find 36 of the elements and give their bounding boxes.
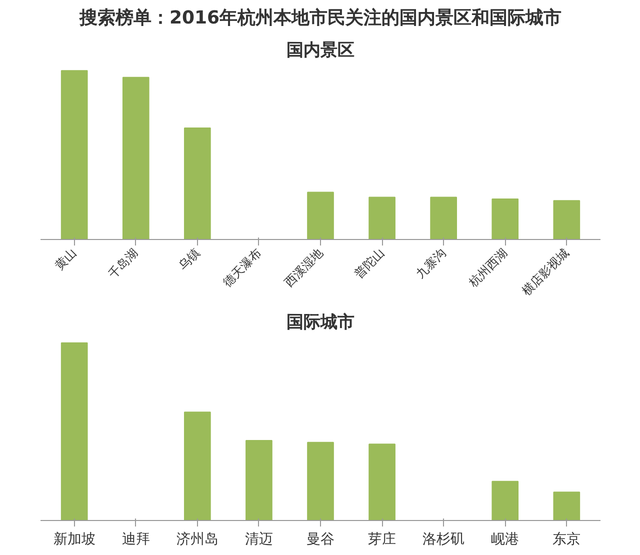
x-tick-label: 济州岛 xyxy=(176,532,218,548)
bar xyxy=(122,76,150,240)
x-tick-label: 岘港 xyxy=(491,532,520,548)
x-tick-label: 杭州西湖 xyxy=(466,246,510,290)
chart-title: 国际城市 xyxy=(286,312,354,332)
bar xyxy=(368,196,396,240)
x-tick-label: 千岛湖 xyxy=(105,246,141,281)
x-tick-label: 曼谷 xyxy=(306,532,334,548)
x-tick-label: 横店影视城 xyxy=(519,246,572,298)
x-tick-label: 东京 xyxy=(552,532,581,548)
bar xyxy=(60,342,88,520)
x-tick-label: 德天瀑布 xyxy=(220,246,264,290)
x-tick-label: 普陀山 xyxy=(352,246,387,281)
bar xyxy=(492,480,519,520)
bar xyxy=(184,128,211,240)
x-tick-label: 迪拜 xyxy=(122,532,150,548)
chart-title: 搜索榜单：2016年杭州本地市民关注的国内景区和国际城市 xyxy=(78,8,562,28)
bar xyxy=(60,70,88,240)
x-tick-label: 西溪湿地 xyxy=(282,246,326,290)
bar xyxy=(307,442,334,520)
bar xyxy=(553,200,580,240)
x-tick-label: 乌镇 xyxy=(176,246,202,272)
x-tick-label: 清迈 xyxy=(244,532,273,548)
x-tick-label: 黄山 xyxy=(52,246,80,272)
x-tick-label: 芽庄 xyxy=(368,532,396,548)
x-tick-label: 新加坡 xyxy=(53,532,96,548)
x-tick-label: 九寨沟 xyxy=(413,246,449,281)
x-tick-label: 洛杉矶 xyxy=(422,532,465,548)
bar xyxy=(307,192,334,240)
bar xyxy=(430,196,457,240)
bar xyxy=(492,198,519,240)
bar xyxy=(553,492,580,520)
bar xyxy=(368,444,396,520)
bar xyxy=(184,412,211,520)
chart-subtitle: 国内景区 xyxy=(286,40,354,60)
bar xyxy=(246,440,272,520)
